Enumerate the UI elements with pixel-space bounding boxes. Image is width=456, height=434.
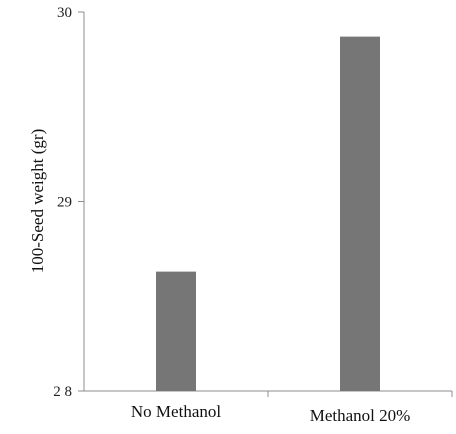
y-axis-title: 100-Seed weight (gr) [28, 129, 47, 273]
bar-methanol-20- [340, 36, 380, 391]
y-tick-label: 29 [57, 195, 72, 211]
category-labels-group: No Methanol Methanol 20% [131, 402, 410, 425]
x-category-label: No Methanol [131, 402, 221, 421]
bar-no-methanol [156, 271, 196, 391]
y-ticks-group: 2 8 29 30 [53, 5, 84, 400]
y-tick-label: 30 [57, 5, 72, 21]
bars-group [156, 36, 453, 397]
y-tick-label: 2 8 [53, 384, 72, 400]
x-category-label: Methanol 20% [310, 406, 411, 425]
